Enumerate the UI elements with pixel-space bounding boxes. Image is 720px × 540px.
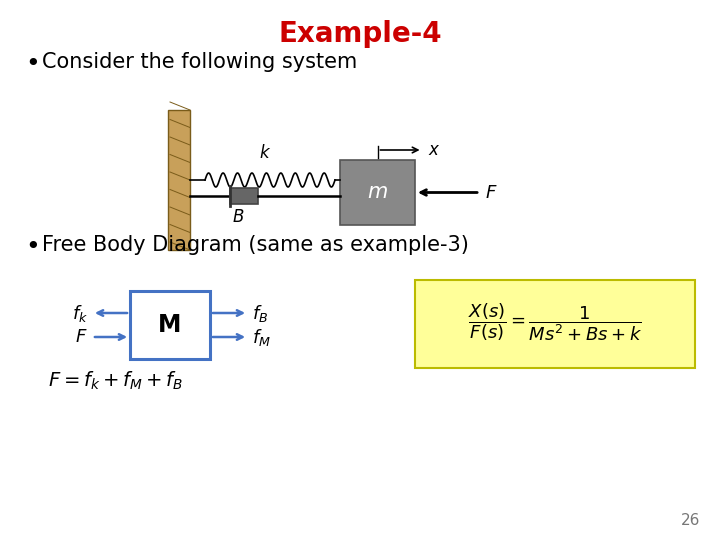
Text: $f_k$: $f_k$: [72, 302, 88, 323]
Bar: [168, 110, 190, 250]
Text: •: •: [25, 52, 40, 76]
Text: $f_M$: $f_M$: [252, 327, 271, 348]
Text: M: M: [158, 313, 181, 337]
Text: $\mathbf{\mathit{F}}$: $\mathbf{\mathit{F}}$: [76, 328, 88, 346]
Text: 26: 26: [680, 513, 700, 528]
Text: $f_B$: $f_B$: [252, 302, 269, 323]
Text: Free Body Diagram (same as example-3): Free Body Diagram (same as example-3): [42, 235, 469, 255]
Text: •: •: [25, 235, 40, 259]
Bar: [130, 291, 210, 359]
Text: Example-4: Example-4: [278, 20, 442, 48]
Text: $\dfrac{X(s)}{F(s)} = \dfrac{1}{Ms^2 + Bs + k}$: $\dfrac{X(s)}{F(s)} = \dfrac{1}{Ms^2 + B…: [468, 301, 642, 343]
Text: $m$: $m$: [367, 183, 388, 202]
Text: $B$: $B$: [232, 208, 244, 226]
Text: $k$: $k$: [259, 144, 271, 162]
Text: $x$: $x$: [428, 141, 440, 159]
Text: $F = f_k + f_M + f_B$: $F = f_k + f_M + f_B$: [48, 370, 183, 392]
Bar: [415, 280, 695, 368]
Bar: [230, 188, 258, 204]
Bar: [340, 160, 415, 225]
Text: Consider the following system: Consider the following system: [42, 52, 357, 72]
Text: $F$: $F$: [485, 184, 498, 201]
